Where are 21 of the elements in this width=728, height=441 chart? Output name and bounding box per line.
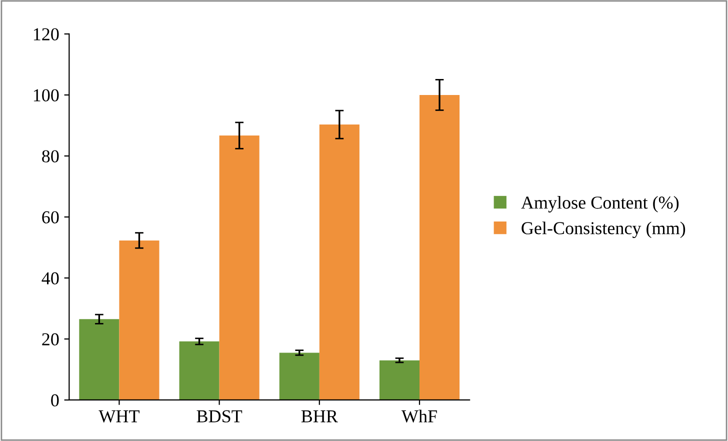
bar xyxy=(219,136,260,400)
legend-label: Gel-Consistency (mm) xyxy=(522,222,686,238)
bar xyxy=(119,240,160,400)
x-tick-label: BDST xyxy=(196,410,242,422)
x-tick-label: BHR xyxy=(301,410,338,422)
y-tick-label: 60 xyxy=(42,211,59,224)
bar xyxy=(79,319,120,400)
legend-label: Amylose Content (%) xyxy=(521,196,679,212)
y-tick-label: 0 xyxy=(51,394,59,406)
x-tick-label: WhF xyxy=(401,410,437,423)
y-tick-label: 20 xyxy=(42,333,59,346)
y-tick-label: 40 xyxy=(42,272,59,284)
bar xyxy=(319,124,360,400)
y-tick-label: 80 xyxy=(42,150,59,162)
bar xyxy=(379,360,420,400)
bar xyxy=(279,352,320,400)
y-tick-label: 120 xyxy=(34,28,59,40)
bar xyxy=(420,94,460,400)
x-tick-label: WHT xyxy=(98,410,140,423)
y-tick-label: 100 xyxy=(34,89,59,102)
bar xyxy=(179,341,220,400)
